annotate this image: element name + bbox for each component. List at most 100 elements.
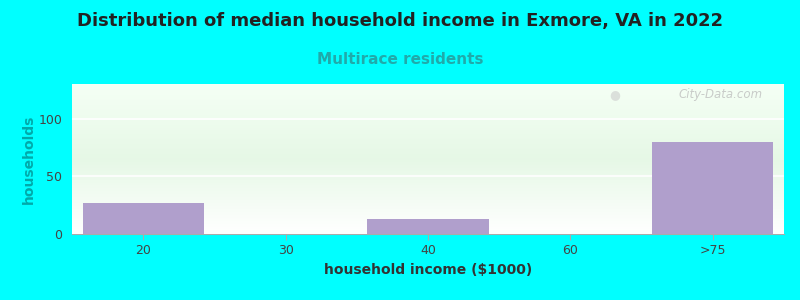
Bar: [72, 117, 784, 118]
Bar: [72, 220, 784, 221]
Bar: [72, 149, 784, 150]
Bar: [72, 144, 784, 145]
Bar: [72, 168, 784, 169]
Bar: [72, 121, 784, 122]
Bar: [72, 189, 784, 190]
Bar: [72, 88, 784, 89]
Bar: [72, 129, 784, 130]
Bar: [72, 174, 784, 175]
Bar: [72, 125, 784, 126]
Bar: [72, 169, 784, 170]
Bar: [72, 233, 784, 234]
Bar: [72, 131, 784, 132]
Bar: [72, 221, 784, 222]
Bar: [72, 111, 784, 112]
Text: City-Data.com: City-Data.com: [678, 88, 762, 101]
Bar: [72, 172, 784, 173]
Bar: [72, 138, 784, 139]
Bar: [72, 157, 784, 158]
Bar: [72, 181, 784, 182]
Bar: [72, 97, 784, 98]
Bar: [72, 115, 784, 116]
Bar: [72, 195, 784, 196]
Bar: [72, 212, 784, 213]
Bar: [72, 199, 784, 200]
Bar: [72, 182, 784, 183]
Bar: [72, 130, 784, 131]
Text: ●: ●: [610, 88, 621, 101]
Bar: [72, 137, 784, 138]
Bar: [72, 184, 784, 185]
Bar: [72, 94, 784, 95]
Bar: [72, 226, 784, 227]
Bar: [72, 104, 784, 105]
Bar: [72, 89, 784, 90]
Bar: [72, 122, 784, 123]
Bar: [72, 227, 784, 228]
Bar: [72, 150, 784, 151]
Bar: [72, 148, 784, 149]
Bar: [72, 205, 784, 206]
Bar: [72, 139, 784, 140]
Bar: [72, 158, 784, 159]
Bar: [72, 219, 784, 220]
Bar: [72, 136, 784, 137]
Bar: [72, 85, 784, 86]
Bar: [72, 124, 784, 125]
Bar: [72, 106, 784, 107]
Bar: [72, 217, 784, 218]
Bar: [72, 179, 784, 180]
Bar: [367, 219, 489, 234]
Bar: [72, 192, 784, 193]
Bar: [72, 162, 784, 163]
Bar: [72, 213, 784, 214]
Bar: [72, 209, 784, 210]
Bar: [72, 95, 784, 96]
Bar: [72, 202, 784, 203]
Y-axis label: households: households: [22, 114, 36, 204]
Bar: [72, 230, 784, 231]
Bar: [72, 207, 784, 208]
Bar: [72, 204, 784, 205]
Bar: [72, 224, 784, 225]
Bar: [72, 152, 784, 153]
Bar: [72, 201, 784, 202]
Bar: [72, 84, 784, 85]
Bar: [72, 188, 784, 189]
Bar: [72, 128, 784, 129]
Bar: [72, 214, 784, 215]
Bar: [72, 145, 784, 146]
Bar: [72, 164, 784, 165]
Bar: [72, 229, 784, 230]
Bar: [72, 108, 784, 109]
Bar: [72, 194, 784, 195]
Bar: [72, 102, 784, 103]
Bar: [72, 203, 784, 204]
Bar: [72, 93, 784, 94]
Bar: [72, 156, 784, 157]
Bar: [72, 176, 784, 177]
Text: Multirace residents: Multirace residents: [317, 52, 483, 68]
Bar: [72, 142, 784, 143]
Bar: [72, 153, 784, 154]
Bar: [72, 112, 784, 113]
Bar: [72, 187, 784, 188]
Bar: [72, 114, 784, 115]
Bar: [72, 141, 784, 142]
Bar: [72, 232, 784, 233]
Bar: [72, 197, 784, 198]
Bar: [72, 100, 784, 101]
Bar: [72, 178, 784, 179]
Bar: [72, 191, 784, 192]
Bar: [72, 193, 784, 194]
Bar: [72, 210, 784, 211]
Bar: [72, 132, 784, 133]
Bar: [72, 154, 784, 155]
Text: Distribution of median household income in Exmore, VA in 2022: Distribution of median household income …: [77, 12, 723, 30]
Bar: [72, 206, 784, 207]
Bar: [72, 167, 784, 168]
Bar: [72, 103, 784, 104]
Bar: [72, 133, 784, 134]
Bar: [72, 225, 784, 226]
Bar: [72, 186, 784, 187]
